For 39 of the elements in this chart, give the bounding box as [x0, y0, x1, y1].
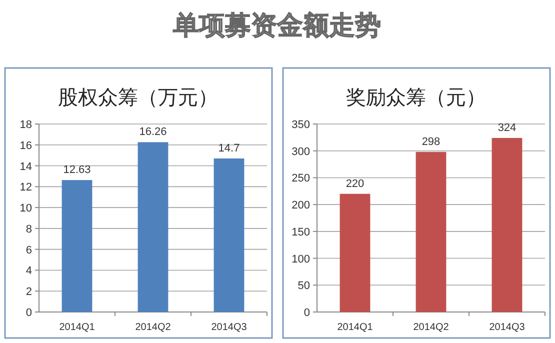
y-tick-label: 300: [292, 146, 310, 158]
x-tick-label: 2014Q2: [413, 322, 450, 333]
chart-title: 奖励众筹（元）: [346, 87, 486, 109]
y-tick-label: 250: [292, 172, 310, 185]
y-tick-label: 50: [298, 280, 310, 292]
y-tick-label: 0: [304, 307, 310, 319]
bar: [340, 194, 370, 312]
text: 单项募资金额走势: [172, 10, 381, 40]
bar: [62, 180, 92, 312]
y-tick-label: 350: [292, 119, 310, 131]
y-tick-label: 100: [292, 253, 310, 266]
y-tick-label: 10: [20, 202, 32, 215]
bar: [492, 138, 522, 312]
data-label: 220: [346, 178, 364, 190]
y-tick-label: 4: [26, 265, 32, 278]
y-tick-label: 2: [26, 286, 32, 298]
y-tick-label: 16: [20, 140, 32, 152]
y-tick-label: 150: [292, 226, 310, 238]
y-tick-label: 8: [26, 223, 32, 236]
x-tick-label: 2014Q3: [211, 322, 248, 333]
y-tick-label: 18: [20, 119, 32, 131]
x-tick-label: 2014Q1: [59, 322, 96, 333]
data-label: 324: [498, 122, 516, 134]
y-tick-label: 12: [20, 182, 32, 194]
x-tick-label: 2014Q1: [337, 322, 374, 333]
bar: [214, 158, 244, 312]
y-tick-label: 0: [26, 307, 32, 319]
bar: [416, 152, 446, 312]
data-label: 298: [422, 136, 440, 148]
data-label: 12.63: [63, 164, 91, 176]
y-tick-label: 200: [292, 200, 310, 212]
data-label: 14.7: [218, 142, 240, 154]
x-tick-label: 2014Q3: [489, 322, 526, 333]
y-tick-label: 6: [26, 244, 32, 256]
data-label: 16.26: [139, 126, 167, 138]
x-tick-label: 2014Q2: [135, 322, 172, 333]
y-tick-label: 14: [20, 160, 32, 173]
chart-title: 股权众筹（万元）: [58, 87, 218, 109]
bar: [138, 142, 168, 312]
